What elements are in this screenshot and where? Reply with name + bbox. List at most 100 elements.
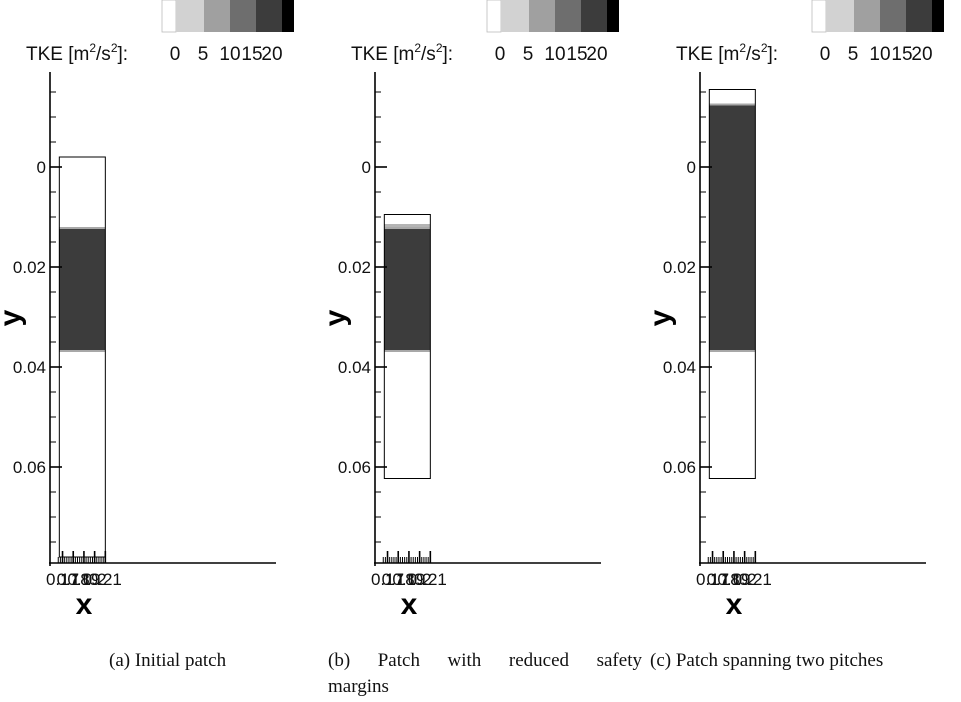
x-axis-label: x — [76, 588, 93, 621]
x-tick-label: 0.18 — [57, 570, 90, 589]
patch-outline — [58, 156, 106, 558]
x-axis-label: x — [401, 588, 418, 621]
colorbar-swatch — [811, 0, 827, 33]
x-axis-label: x — [726, 588, 743, 621]
colorbar-swatch — [204, 0, 230, 32]
caption-b-word: (b) — [328, 650, 351, 671]
tke-region — [709, 351, 756, 479]
y-tick-label: 0.06 — [338, 458, 371, 477]
colorbar-label-part: /s — [421, 44, 436, 65]
colorbar-label-part: 2 — [111, 41, 118, 55]
x-tick-label: 0.2 — [733, 570, 757, 589]
tke-region — [709, 89, 756, 105]
colorbar-label-part: 2 — [761, 41, 768, 55]
x-tick-label: 0.17 — [371, 570, 404, 589]
y-axis-label: y — [644, 309, 677, 326]
colorbar-tick-label: 0 — [820, 44, 831, 65]
colorbar-label: TKE [m2/s2]: — [676, 41, 778, 65]
caption-b-line2: margins — [328, 676, 389, 697]
caption-b: (b) Patch with reduced safety margins — [328, 648, 642, 700]
colorbar-tick-label: 5 — [523, 44, 534, 65]
colorbar-swatch — [607, 0, 619, 32]
y-tick-label: 0 — [362, 158, 371, 177]
y-axis-label: y — [319, 309, 352, 326]
colorbar-label-part: ]: — [118, 44, 129, 65]
tke-region — [384, 228, 431, 351]
y-tick-label: 0.04 — [338, 358, 371, 377]
colorbar-swatch — [854, 0, 880, 32]
colorbar-swatch — [555, 0, 581, 32]
colorbar-tick-label: 10 — [219, 44, 240, 65]
caption-b-word: Patch — [377, 650, 420, 671]
colorbar-label-part: 2 — [436, 41, 443, 55]
colorbar-label-part: ]: — [443, 44, 454, 65]
x-tick-label: 0.21 — [739, 570, 772, 589]
colorbar-swatch — [256, 0, 282, 32]
tke-region — [709, 104, 756, 351]
colorbar-label-part: TKE [m — [351, 44, 414, 65]
caption-c: (c) Patch spanning two pitches — [650, 650, 884, 671]
y-tick-label: 0.06 — [13, 458, 46, 477]
x-tick-label: 0.17 — [46, 570, 79, 589]
colorbar-label-part: 2 — [739, 41, 746, 55]
caption-b-word: with — [447, 650, 482, 671]
colorbar-tick-label: 5 — [198, 44, 209, 65]
patch-outline — [708, 89, 756, 479]
caption-b-word: safety — [596, 650, 642, 671]
x-tick-label: 0.2 — [408, 570, 432, 589]
chart-panel-a: TKE [m2/s2]:0510152000.020.040.06y0.170.… — [0, 0, 294, 621]
y-tick-label: 0.04 — [13, 358, 46, 377]
colorbar-swatch — [486, 0, 502, 33]
tke-region — [384, 214, 431, 224]
colorbar-label-part: TKE [m — [676, 44, 739, 65]
x-tick-label: 0.18 — [707, 570, 740, 589]
colorbar-tick-label: 0 — [495, 44, 506, 65]
y-tick-label: 0.04 — [663, 358, 696, 377]
y-tick-label: 0.02 — [13, 258, 46, 277]
x-tick-label: 0.2 — [83, 570, 107, 589]
colorbar-tick-label: 20 — [911, 44, 932, 65]
tke-region — [384, 351, 431, 479]
colorbar-tick-label: 0 — [170, 44, 181, 65]
colorbar-label-part: /s — [746, 44, 761, 65]
y-tick-label: 0 — [37, 158, 46, 177]
colorbar-swatch — [581, 0, 607, 32]
x-tick-label: 0.19 — [392, 570, 425, 589]
colorbar-tick-label: 15 — [566, 44, 587, 65]
colorbar-label-part: TKE [m — [26, 44, 89, 65]
tke-region — [59, 228, 106, 351]
colorbar-label-part: /s — [96, 44, 111, 65]
colorbar-label: TKE [m2/s2]: — [26, 41, 128, 65]
colorbar-tick-label: 10 — [544, 44, 565, 65]
tke-region — [384, 224, 431, 228]
colorbar-swatch — [529, 0, 555, 32]
x-tick-label: 0.19 — [717, 570, 750, 589]
colorbar-label-part: 2 — [414, 41, 421, 55]
colorbar-label: TKE [m2/s2]: — [351, 41, 453, 65]
caption-a: (a) Initial patch — [109, 650, 227, 671]
x-tick-label: 0.21 — [414, 570, 447, 589]
colorbar-tick-label: 5 — [848, 44, 859, 65]
colorbar-tick-label: 15 — [241, 44, 262, 65]
x-tick-label: 0.19 — [67, 570, 100, 589]
colorbar-swatch — [501, 0, 529, 32]
colorbar-label-part: ]: — [768, 44, 779, 65]
colorbar-swatch — [161, 0, 177, 33]
patch-outline — [383, 214, 431, 479]
x-tick-label: 0.17 — [696, 570, 729, 589]
tke-region — [59, 157, 106, 228]
colorbar-swatch — [932, 0, 944, 32]
colorbar-swatch — [176, 0, 204, 32]
tke-region — [59, 351, 106, 557]
colorbar-label-part: 2 — [89, 41, 96, 55]
colorbar-swatch — [282, 0, 294, 32]
y-tick-label: 0.02 — [663, 258, 696, 277]
y-tick-label: 0 — [687, 158, 696, 177]
colorbar-swatch — [906, 0, 932, 32]
colorbar-swatch — [880, 0, 906, 32]
colorbar-tick-label: 20 — [261, 44, 282, 65]
colorbar-tick-label: 20 — [586, 44, 607, 65]
chart-panel-c: TKE [m2/s2]: 0 5 10 152000.020.040.06y0.170.… — [644, 0, 944, 621]
caption-b-word: reduced — [508, 650, 570, 671]
